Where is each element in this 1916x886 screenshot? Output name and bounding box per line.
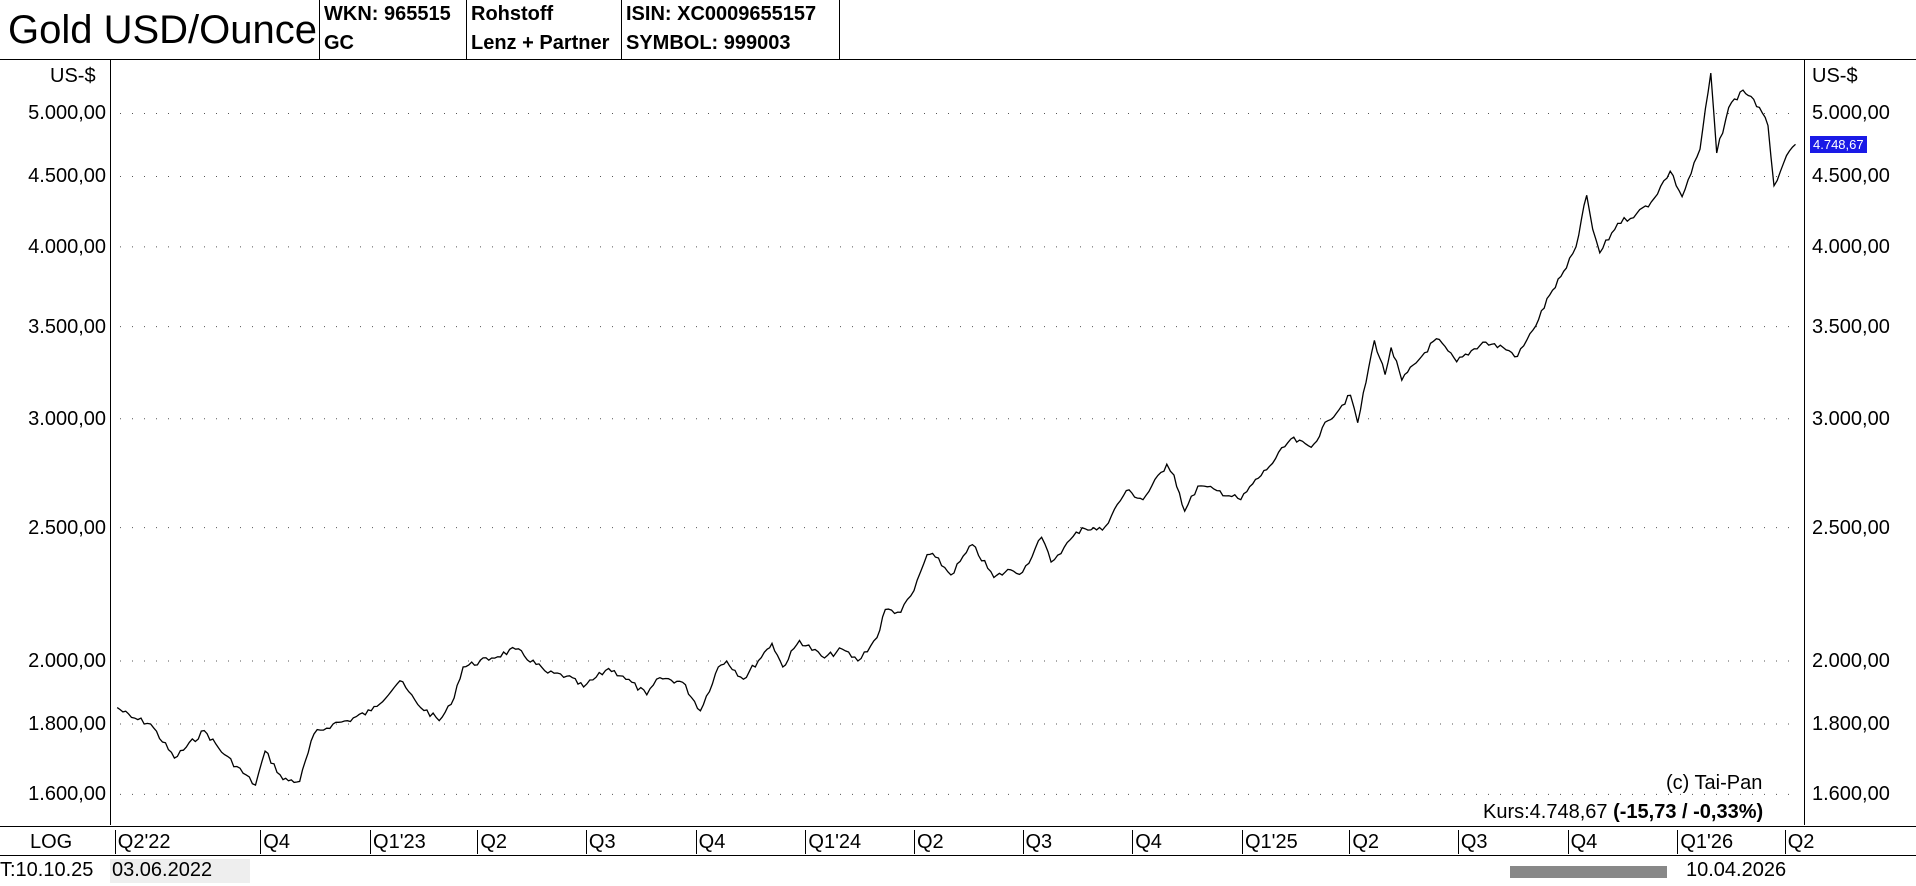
y-tick-label-left: 5.000,00 [28,102,106,125]
y-tick-label-left: 3.000,00 [28,407,106,430]
x-tick-label: Q2 [1784,830,1814,854]
x-tick-label: Q4 [1132,830,1162,854]
y-tick-label-right: 2.000,00 [1812,650,1890,672]
y-tick-label-left: 3.500,00 [28,315,106,338]
y-tick-label-right: 2.500,00 [1812,516,1890,539]
x-tick-label: Q2 [1349,830,1379,854]
y-tick-label-right: 4.500,00 [1812,165,1890,188]
y-tick-label-left: 4.000,00 [28,235,106,258]
isin-cell: ISIN: XC0009655157 SYMBOL: 999003 [622,0,840,60]
y-tick-label-left: 1.600,00 [28,783,106,806]
x-tick-label: Q3 [1022,830,1052,854]
y-tick-label-left: 2.500,00 [28,516,106,539]
x-tick-label: Q1'26 [1677,830,1733,854]
wkn-label: WKN: 965515 [324,3,451,25]
instrument-title: Gold USD/Ounce [0,0,320,60]
kurs-change: (-15,73 / -0,33%) [1613,801,1764,823]
kurs-readout: Kurs:4.748,67 (-15,73 / -0,33%) [1483,801,1763,824]
kurs-label: Kurs:4.748,67 [1483,801,1608,823]
x-tick-label: Q1'25 [1241,830,1298,854]
footer-bar: T:10.10.25 03.06.2022 10.04.2026 [0,856,1916,886]
time-scrollbar-thumb[interactable] [1510,866,1667,878]
y-unit-left: US-$ [50,65,96,87]
grid-lines [120,112,1795,795]
x-tick-label: Q2 [477,830,507,854]
x-tick-label: Q3 [1457,830,1488,854]
y-tick-label-right: 3.000,00 [1812,407,1890,430]
y-tick-label-right: 3.500,00 [1812,315,1890,338]
x-tick-label: Q4 [1567,830,1597,854]
x-tick-label: Q4 [695,830,725,854]
x-tick-label: Q4 [260,830,290,854]
symbol-label: SYMBOL: 999003 [626,32,791,54]
x-tick-label: Q1'24 [805,830,861,854]
category-label: Rohstoff [471,3,554,25]
y-tick-label-left: 2.000,00 [28,650,106,672]
footer-end-date: 10.04.2026 [1686,859,1787,881]
price-line [116,73,1796,787]
x-tick-label: Q3 [585,830,616,854]
y-tick-label-left: 1.800,00 [28,712,106,735]
y-tick-label-right: 4.000,00 [1812,235,1890,258]
y-unit-right: US-$ [1812,65,1858,87]
plot-frame [110,60,1805,825]
x-tick-label: Q2'22 [114,830,171,854]
x-tick-label: Q1'23 [370,830,426,854]
scale-mode-toggle[interactable]: LOG [30,831,73,853]
wkn-cell: WKN: 965515 GC [320,0,467,60]
provider-label: Lenz + Partner [471,32,610,54]
copyright-label: (c) Tai-Pan [1666,772,1763,794]
y-tick-label-right: 5.000,00 [1812,102,1890,125]
footer-start-date: 03.06.2022 [112,859,213,881]
footer-time: T:10.10.25 [0,859,94,881]
isin-label: ISIN: XC0009655157 [626,3,817,25]
category-cell: Rohstoff Lenz + Partner [467,0,622,60]
y-tick-label-right: 1.800,00 [1812,712,1890,735]
x-tick-label: Q2 [913,830,944,854]
header-rule [840,59,1916,60]
code-label: GC [324,32,354,54]
footer-start-track [110,859,250,883]
x-axis: LOG Q2'22 Q4 Q1'23 Q2 Q3 Q4 Q1'24 Q2 Q3 Q4 Q1'25 Q2… [0,826,1916,856]
y-tick-label-right: 1.600,00 [1812,783,1890,806]
y-tick-label-left: 4.500,00 [28,165,106,188]
last-price-badge: 4.748,67 [1810,136,1867,154]
